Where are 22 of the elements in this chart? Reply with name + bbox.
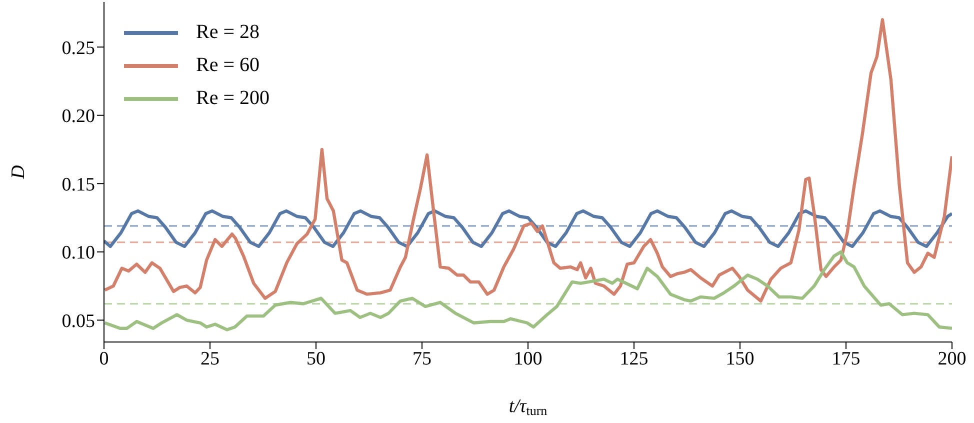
x-tick-label: 200 bbox=[938, 348, 966, 370]
x-tick-label: 125 bbox=[620, 348, 648, 370]
y-tick-label: 0.15 bbox=[62, 174, 95, 196]
y-tick-label: 0.25 bbox=[62, 38, 95, 59]
x-tick-label: 75 bbox=[412, 348, 432, 370]
x-tick-label: 150 bbox=[726, 348, 754, 370]
x-tick-label: 25 bbox=[200, 348, 220, 370]
legend-label: Re = 200 bbox=[196, 87, 270, 110]
legend-label: Re = 60 bbox=[196, 54, 260, 77]
y-tick-label: 0.10 bbox=[62, 242, 95, 264]
x-tick-label: 175 bbox=[832, 348, 860, 370]
x-tick-label: 50 bbox=[306, 348, 326, 370]
line-series bbox=[104, 209, 952, 248]
x-axis-title: t/τ$_{turn}$ bbox=[508, 396, 548, 418]
x-tick-label: 100 bbox=[514, 348, 542, 370]
line-series bbox=[104, 18, 952, 303]
y-tick-label: 0.20 bbox=[62, 106, 95, 128]
x-tick-label: 0 bbox=[99, 348, 109, 370]
y-tick-label: 0.05 bbox=[62, 310, 95, 332]
y-axis-title: D bbox=[8, 164, 29, 180]
line-series bbox=[104, 250, 952, 332]
legend-label: Re = 28 bbox=[196, 21, 260, 44]
